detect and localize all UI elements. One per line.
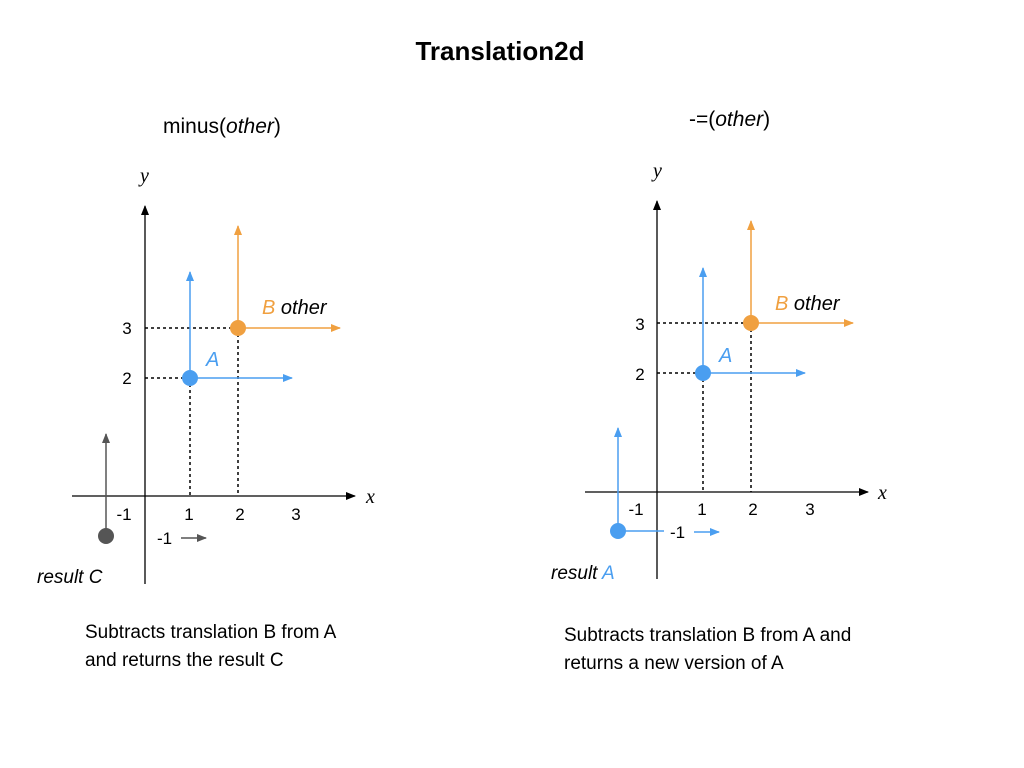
right-y-tick: 3 [635,315,644,334]
left-x-axis-label: x [365,486,375,508]
left-x-tick: -1 [116,505,131,524]
right-point-b [743,315,759,331]
right-point-b-label: B other [775,293,841,315]
left-y-axis-label: y [138,165,149,187]
right-caption-line: Subtracts translation B from A and [564,625,851,646]
left-panel: minus(other) y x -1 1 2 3 2 3 A B other [37,115,375,671]
left-x-tick: 2 [235,505,244,524]
left-point-b-label: B other [262,297,328,319]
left-y-tick: 2 [122,369,131,388]
left-y-tick: 3 [122,319,131,338]
right-point-result [610,523,626,539]
left-point-a-label: A [205,349,219,371]
right-y-tick: 2 [635,365,644,384]
right-panel: -=(other) y x -1 1 2 3 2 3 A B other [551,108,887,674]
right-guide-lines [657,322,752,492]
right-x-tick: -1 [628,500,643,519]
right-x-tick: 1 [697,500,706,519]
left-caption-line: and returns the result C [85,650,284,671]
right-point-a-label: A [718,345,732,367]
left-result-label: result C [37,567,103,588]
left-guide-lines [145,327,239,496]
left-x-tick: 3 [291,505,300,524]
right-result-offset-label: -1 [670,523,685,542]
left-heading: minus(other) [163,115,281,138]
right-heading: -=(other) [689,108,770,131]
left-caption-line: Subtracts translation B from A [85,622,337,643]
right-y-axis-label: y [651,160,662,182]
right-x-tick: 2 [748,500,757,519]
right-x-axis-label: x [877,482,887,504]
right-x-tick: 3 [805,500,814,519]
right-result-label: result A [551,563,615,584]
right-point-a [695,365,711,381]
left-c-offset-label: -1 [157,529,172,548]
left-x-tick: 1 [184,505,193,524]
right-caption-line: returns a new version of A [564,653,784,674]
left-point-c [98,528,114,544]
left-point-a [182,370,198,386]
left-point-b [230,320,246,336]
page-title: Translation2d [415,36,584,66]
